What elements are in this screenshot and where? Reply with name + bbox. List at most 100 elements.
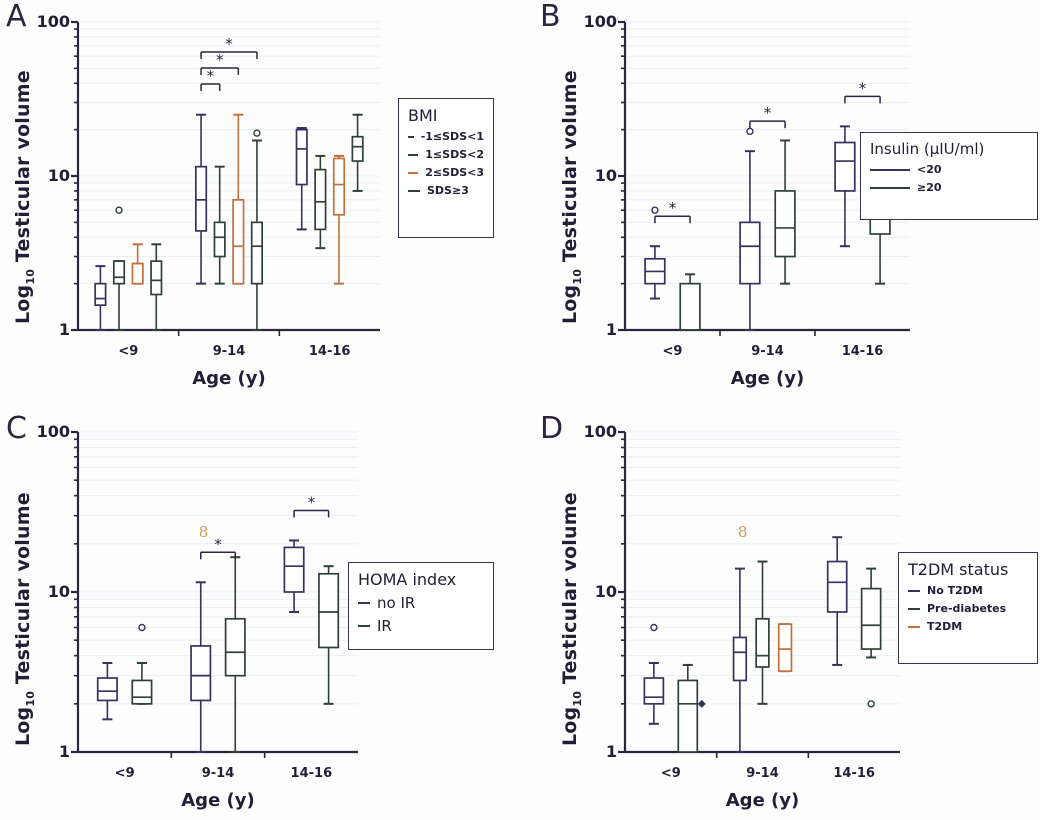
y-tick-label: 100 <box>583 422 617 441</box>
box-plot <box>195 113 208 285</box>
legend-item[interactable]: T2DM <box>908 620 1028 633</box>
x-tick-label: 14-16 <box>290 766 333 781</box>
legend-color-swatch <box>908 625 920 628</box>
box-plot <box>150 243 163 331</box>
legend-title: HOMA index <box>358 570 457 589</box>
box-plot <box>318 565 340 705</box>
legend-item[interactable]: 1≤SDS<2 <box>408 148 484 161</box>
legend-item[interactable]: no IR <box>358 594 484 612</box>
legend-item[interactable]: <20 <box>870 163 1028 176</box>
legend-color-swatch <box>870 186 910 189</box>
significance-bracket: * <box>200 35 258 59</box>
legend-color-swatch <box>870 168 910 171</box>
legend-a: BMI -1≤SDS<1 1≤SDS<2 2≤SDS<3 SDS≥3 <box>398 98 494 238</box>
significance-bracket: * <box>293 493 330 518</box>
significance-bracket: * <box>200 51 240 75</box>
legend-item-label: Pre-diabetes <box>927 602 1007 615</box>
legend-item[interactable]: No T2DM <box>908 584 1028 597</box>
box-plot <box>834 125 856 248</box>
box-plot <box>679 273 701 331</box>
box-plot <box>732 567 748 753</box>
legend-item-label: no IR <box>377 594 416 612</box>
legend-title: Insulin (μIU/ml) <box>870 140 985 158</box>
box-plot <box>677 663 699 753</box>
box-plot <box>332 154 346 285</box>
legend-item[interactable]: -1≤SDS<1 <box>408 130 484 143</box>
svg-text:*: * <box>669 199 677 217</box>
panel-letter: A <box>6 0 27 34</box>
box-plot <box>94 265 107 331</box>
legend-title: T2DM status <box>908 560 1009 579</box>
legend-item[interactable]: IR <box>358 617 484 635</box>
legend-color-swatch <box>408 189 420 192</box>
box-plot <box>250 139 263 331</box>
legend-title: BMI <box>408 106 438 125</box>
box-plot <box>774 139 796 285</box>
box-plot <box>860 567 882 659</box>
legend-color-swatch <box>408 135 414 138</box>
panel-letter: B <box>540 0 561 34</box>
outlier-point <box>746 127 754 136</box>
svg-text:*: * <box>225 35 233 53</box>
legend-item-label: No T2DM <box>927 584 983 597</box>
box-plot <box>224 556 246 753</box>
outlier-point <box>697 699 706 708</box>
legend-item[interactable]: ≥20 <box>870 181 1028 194</box>
outlier-point <box>650 623 658 632</box>
box-plot <box>283 539 305 613</box>
y-tick-label: 10 <box>594 582 617 601</box>
legend-item[interactable]: SDS≥3 <box>408 184 484 197</box>
box-plot <box>131 243 144 285</box>
box-plot <box>190 581 212 753</box>
x-axis-label: Age (y) <box>725 790 800 811</box>
svg-text:*: * <box>214 535 222 553</box>
box-plot <box>213 165 226 285</box>
panel-letter: D <box>540 411 564 446</box>
legend-color-swatch <box>908 589 920 592</box>
legend-item-label: SDS≥3 <box>427 184 469 197</box>
significance-bracket: * <box>654 199 691 224</box>
legend-color-swatch <box>908 607 920 610</box>
legend-item-label: <20 <box>917 163 942 176</box>
y-tick-label: 1 <box>605 320 617 339</box>
x-tick-label: 14-16 <box>841 344 884 359</box>
legend-item[interactable]: Pre-diabetes <box>908 602 1028 615</box>
y-axis-label: Log10 Testicular volume <box>559 492 584 746</box>
y-axis-label-suffix: Testicular volume <box>559 492 581 691</box>
box-plot <box>112 260 126 331</box>
box-plot <box>295 126 308 231</box>
legend-c: HOMA index no IR IR <box>348 562 494 650</box>
x-axis-label: Age (y) <box>730 368 805 389</box>
svg-text:*: * <box>308 493 316 511</box>
x-tick-label: <9 <box>662 344 683 359</box>
x-tick-label: 14-16 <box>833 766 875 781</box>
y-tick-label: 1 <box>58 320 70 339</box>
outlier-label: 8 <box>738 523 748 541</box>
box-plot <box>351 113 364 192</box>
svg-text:*: * <box>859 79 867 97</box>
x-tick-label: 14-16 <box>308 344 351 359</box>
outlier-point <box>253 129 261 137</box>
box-plot <box>644 245 666 300</box>
significance-bracket: * <box>199 535 237 560</box>
y-tick-label: 100 <box>36 422 70 441</box>
x-tick-label: 9-14 <box>751 344 784 359</box>
box-plot <box>739 150 761 331</box>
y-tick-label: 100 <box>583 12 617 31</box>
significance-bracket: * <box>749 104 786 129</box>
y-tick-label: 100 <box>36 12 70 31</box>
legend-item[interactable]: 2≤SDS<3 <box>408 166 484 179</box>
outlier-point <box>651 206 659 214</box>
box-plot <box>777 623 793 673</box>
x-axis-label: Age (y) <box>181 790 255 811</box>
y-axis-label-sub: 10 <box>570 690 584 707</box>
legend-item-label: 2≤SDS<3 <box>425 166 484 179</box>
